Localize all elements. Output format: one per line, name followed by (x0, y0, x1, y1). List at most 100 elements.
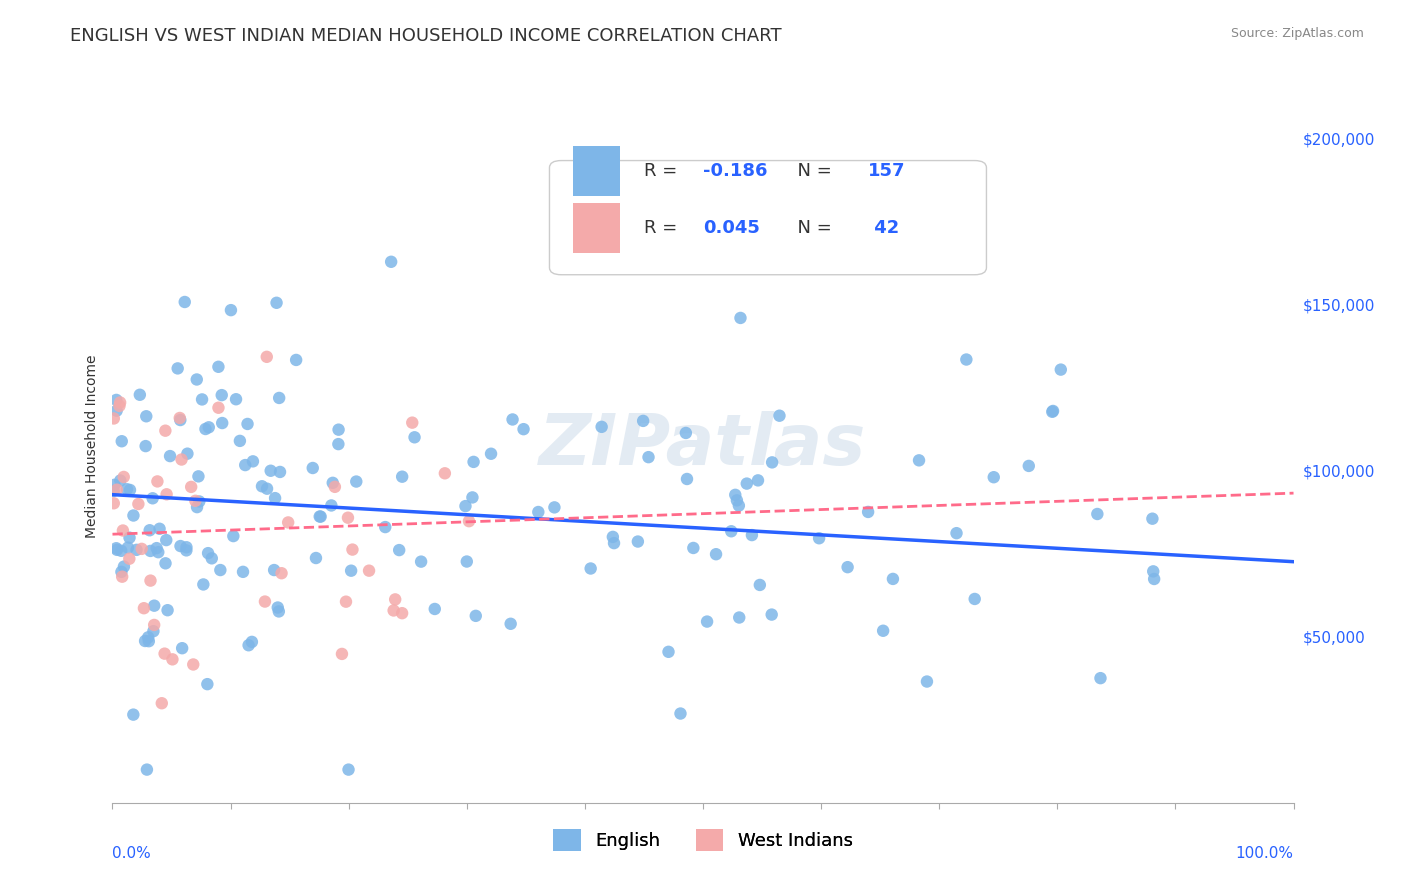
English (260, 464, 283, 478)
English (188, 494, 211, 508)
West Indians (458, 514, 481, 528)
English (983, 470, 1005, 484)
English (657, 645, 679, 659)
English (118, 531, 141, 545)
FancyBboxPatch shape (574, 146, 620, 196)
English (945, 526, 967, 541)
West Indians (153, 647, 176, 661)
English (337, 763, 360, 777)
English (128, 388, 150, 402)
English (103, 483, 125, 498)
English (166, 361, 188, 376)
West Indians (143, 618, 166, 632)
English (134, 634, 156, 648)
English (464, 608, 486, 623)
English (263, 563, 285, 577)
English (461, 491, 484, 505)
Text: 157: 157 (869, 162, 905, 180)
English (135, 409, 157, 424)
West Indians (162, 652, 184, 666)
English (169, 539, 191, 553)
English (240, 635, 263, 649)
English (675, 425, 697, 440)
West Indians (256, 350, 278, 364)
West Indians (330, 647, 353, 661)
English (186, 372, 208, 386)
English (309, 509, 332, 524)
West Indians (111, 570, 134, 584)
English (741, 528, 763, 542)
English (159, 449, 181, 463)
English (704, 547, 727, 561)
English (110, 474, 132, 488)
English (242, 454, 264, 468)
English (955, 352, 977, 367)
English (454, 499, 477, 513)
English (110, 565, 132, 579)
English (115, 482, 138, 496)
English (111, 434, 134, 449)
English (125, 542, 148, 557)
English (748, 578, 770, 592)
English (388, 543, 411, 558)
English (808, 531, 831, 545)
English (322, 475, 344, 490)
Text: R =: R = (644, 162, 683, 180)
English (122, 707, 145, 722)
Text: Source: ZipAtlas.com: Source: ZipAtlas.com (1230, 27, 1364, 40)
English (139, 544, 162, 558)
English (191, 392, 214, 407)
English (423, 602, 446, 616)
English (602, 530, 624, 544)
English (193, 577, 215, 591)
English (512, 422, 534, 436)
English (142, 624, 165, 639)
English (837, 560, 859, 574)
West Indians (335, 595, 357, 609)
English (761, 455, 783, 469)
FancyBboxPatch shape (574, 203, 620, 253)
English (176, 543, 198, 558)
West Indians (103, 411, 125, 425)
West Indians (132, 601, 155, 615)
English (340, 564, 363, 578)
English (197, 420, 219, 434)
English (256, 482, 278, 496)
English (211, 388, 233, 402)
West Indians (108, 395, 131, 409)
English (233, 458, 256, 472)
English (499, 616, 522, 631)
English (305, 551, 328, 566)
English (404, 430, 426, 444)
English (118, 483, 141, 497)
English (391, 469, 413, 483)
English (266, 295, 288, 310)
West Indians (180, 480, 202, 494)
English (207, 359, 229, 374)
Text: ZIPatlas: ZIPatlas (540, 411, 866, 481)
English (631, 414, 654, 428)
English (682, 541, 704, 555)
English (269, 465, 291, 479)
English (122, 508, 145, 523)
English (145, 541, 167, 556)
English (117, 541, 139, 555)
English (229, 434, 252, 448)
English (1142, 511, 1164, 525)
English (197, 546, 219, 560)
English (374, 520, 396, 534)
English (669, 706, 692, 721)
English (138, 634, 160, 648)
English (603, 536, 626, 550)
English (1085, 507, 1108, 521)
English (321, 499, 343, 513)
English (267, 600, 290, 615)
West Indians (118, 551, 141, 566)
English (720, 524, 742, 539)
English (456, 555, 478, 569)
English (872, 624, 894, 638)
English (380, 254, 402, 268)
English (725, 493, 748, 508)
West Indians (156, 487, 179, 501)
English (1049, 362, 1071, 376)
